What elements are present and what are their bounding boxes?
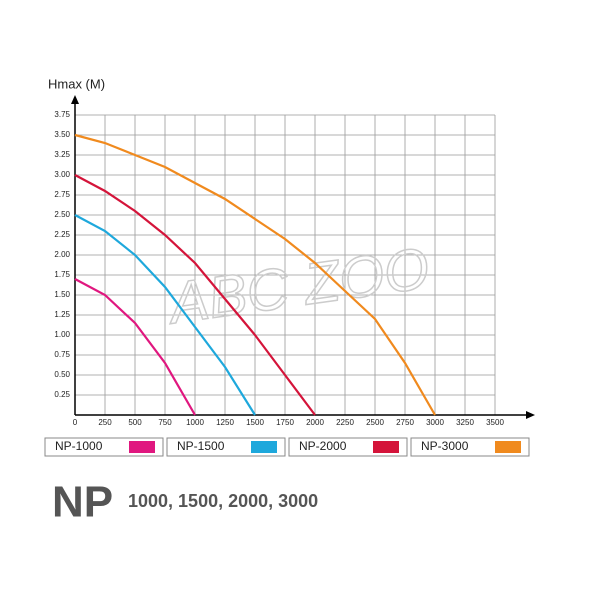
x-tick-label: 750: [158, 418, 172, 427]
y-tick-label: 2.75: [54, 190, 70, 199]
x-tick-label: 1250: [216, 418, 234, 427]
y-tick-label: 3.75: [54, 110, 70, 119]
series-line: [74, 174, 316, 416]
legend-swatch: [129, 441, 155, 453]
y-tick-label: 3.25: [54, 150, 70, 159]
x-tick-label: 2500: [366, 418, 384, 427]
y-tick-label: 1.50: [54, 290, 70, 299]
y-axis-arrow: [71, 95, 79, 104]
x-tick-label: 3250: [456, 418, 474, 427]
y-tick-label: 0.75: [54, 350, 70, 359]
x-tick-label: 3500: [486, 418, 504, 427]
x-axis-arrow: [526, 411, 535, 419]
y-axis-label: Hmax (M): [48, 76, 105, 91]
y-tick-label: 1.00: [54, 330, 70, 339]
legend-swatch: [495, 441, 521, 453]
legend-label: NP-2000: [299, 439, 347, 453]
legend-label: NP-1500: [177, 439, 225, 453]
y-tick-label: 1.75: [54, 270, 70, 279]
series-line: [74, 278, 196, 416]
y-tick-label: 2.50: [54, 210, 70, 219]
x-tick-label: 0: [73, 418, 78, 427]
y-tick-label: 1.25: [54, 310, 70, 319]
legend-swatch: [373, 441, 399, 453]
x-tick-label: 3000: [426, 418, 444, 427]
x-tick-label: 500: [128, 418, 142, 427]
series-line: [74, 214, 256, 416]
y-tick-label: 2.00: [54, 250, 70, 259]
y-tick-label: 0.25: [54, 390, 70, 399]
y-tick-label: 2.25: [54, 230, 70, 239]
footer-title: NP: [52, 478, 113, 527]
y-tick-label: 3.00: [54, 170, 70, 179]
y-tick-label: 0.50: [54, 370, 70, 379]
legend-swatch: [251, 441, 277, 453]
x-tick-label: 1500: [246, 418, 264, 427]
footer-models: 1000, 1500, 2000, 3000: [128, 491, 318, 511]
x-tick-label: 2250: [336, 418, 354, 427]
x-tick-label: 1750: [276, 418, 294, 427]
x-tick-label: 250: [98, 418, 112, 427]
x-tick-label: 2750: [396, 418, 414, 427]
legend-label: NP-3000: [421, 439, 469, 453]
series-line: [74, 133, 436, 416]
x-tick-label: 2000: [306, 418, 324, 427]
x-tick-label: 1000: [186, 418, 204, 427]
y-tick-label: 3.50: [54, 130, 70, 139]
legend-label: NP-1000: [55, 439, 103, 453]
